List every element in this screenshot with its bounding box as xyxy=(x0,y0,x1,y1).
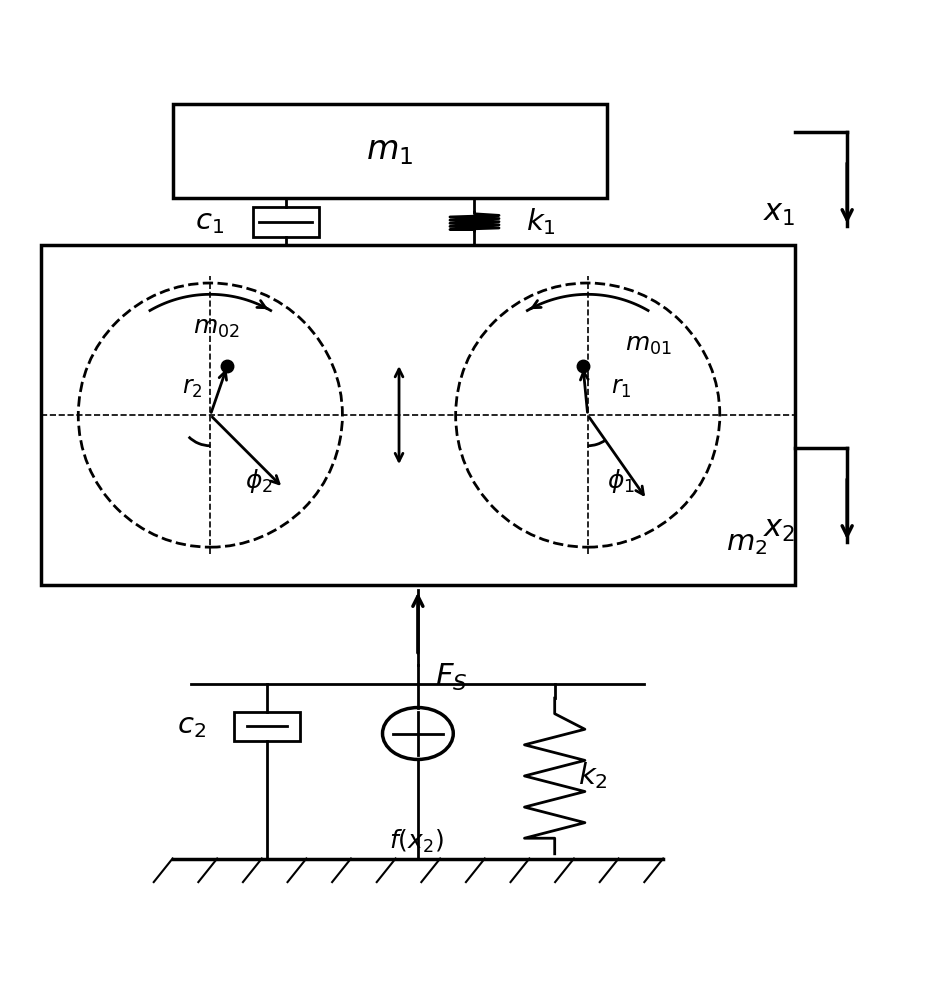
Text: $r_2$: $r_2$ xyxy=(182,377,203,400)
Text: $k_2$: $k_2$ xyxy=(578,761,608,791)
Text: $F_S$: $F_S$ xyxy=(435,662,467,693)
Text: $c_2$: $c_2$ xyxy=(177,712,206,740)
Text: $\phi_2$: $\phi_2$ xyxy=(246,467,273,495)
Text: $f(x_2)$: $f(x_2)$ xyxy=(388,828,443,855)
Text: $x_1$: $x_1$ xyxy=(763,197,795,228)
Bar xyxy=(252,207,319,237)
Text: $k_1$: $k_1$ xyxy=(527,206,556,237)
Text: $m_{01}$: $m_{01}$ xyxy=(625,334,673,357)
Text: $\phi_1$: $\phi_1$ xyxy=(606,467,635,495)
Bar xyxy=(233,712,300,741)
Text: $m_1$: $m_1$ xyxy=(366,135,413,167)
Text: $x_2$: $x_2$ xyxy=(763,513,795,544)
Text: $c_1$: $c_1$ xyxy=(195,208,225,236)
Text: $r_1$: $r_1$ xyxy=(611,377,632,400)
Bar xyxy=(173,104,606,198)
Text: $m_2$: $m_2$ xyxy=(726,529,767,557)
Text: $m_{02}$: $m_{02}$ xyxy=(193,317,239,340)
Bar xyxy=(41,245,795,585)
